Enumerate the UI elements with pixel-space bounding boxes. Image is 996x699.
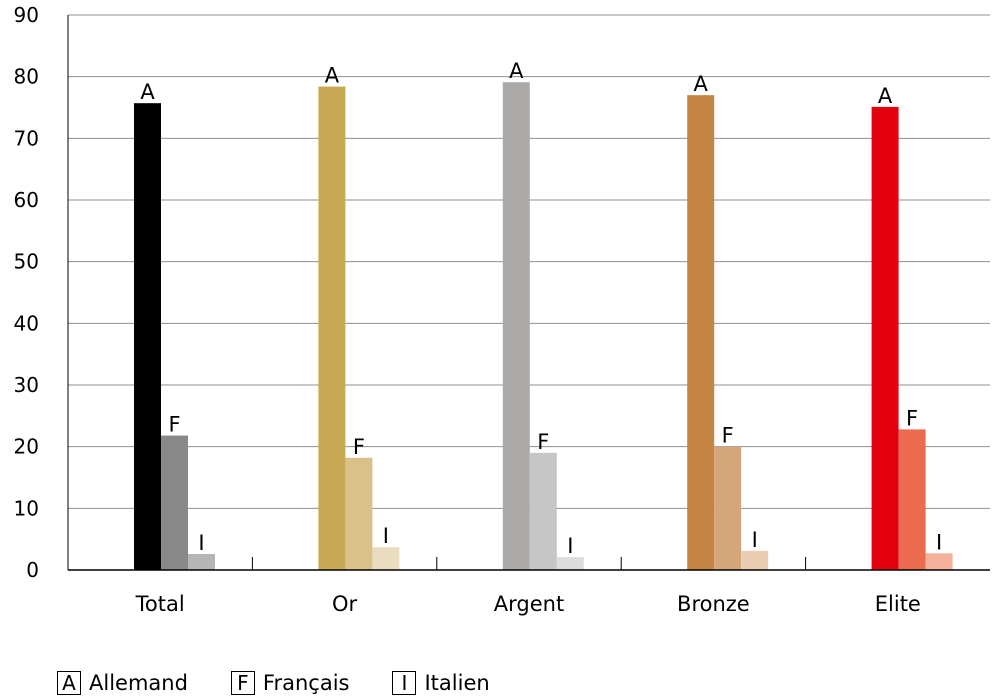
category-label: Or	[332, 592, 358, 616]
legend: A Allemand F Français I Italien	[57, 668, 533, 698]
bar-label: I	[198, 531, 204, 555]
bar-label: F	[168, 413, 180, 437]
category-label: Argent	[494, 592, 564, 616]
legend-item-italien: I Italien	[392, 671, 490, 695]
bar-total-f	[161, 435, 188, 570]
bar-bronze-a	[687, 95, 715, 571]
legend-key-f: F	[230, 671, 255, 695]
y-tick-label: 80	[14, 65, 39, 89]
bar-label: F	[722, 424, 734, 448]
y-axis-ticks: 0 10 20 30 40 50 60 70 80 90	[14, 3, 39, 582]
y-tick-label: 20	[14, 435, 39, 459]
bar-label: A	[509, 59, 524, 83]
bar-label: I	[383, 524, 389, 548]
legend-key-i: I	[392, 671, 417, 695]
bar-label: A	[878, 84, 893, 108]
y-tick-label: 30	[14, 373, 39, 397]
bar-label: F	[906, 406, 918, 430]
bar-argent-f	[529, 452, 557, 570]
bar-label: I	[567, 534, 573, 558]
bar-argent-i	[556, 557, 584, 570]
bars: A F I A F I A F I A F I A F I	[134, 59, 953, 571]
y-tick-label: 50	[14, 250, 39, 274]
bar-or-i	[372, 547, 400, 570]
bar-label: A	[325, 64, 340, 88]
category-label: Total	[135, 592, 185, 616]
x-axis: Total Or Argent Bronze Elite	[67, 15, 990, 616]
category-label: Elite	[875, 592, 921, 616]
bar-label: A	[694, 72, 709, 96]
bar-total-i	[188, 553, 215, 570]
y-tick-label: 0	[26, 558, 39, 582]
bar-total-a	[134, 103, 161, 570]
bar-label: I	[752, 528, 758, 552]
y-tick-label: 40	[14, 311, 39, 335]
bar-elite-f	[898, 429, 926, 570]
bar-label: I	[936, 530, 942, 554]
y-tick-label: 10	[14, 496, 39, 520]
bar-elite-i	[925, 553, 953, 570]
bar-label: F	[537, 430, 549, 454]
y-tick-label: 60	[14, 188, 39, 212]
category-label: Bronze	[677, 592, 750, 616]
bar-bronze-i	[741, 550, 769, 570]
bar-elite-a	[871, 106, 899, 570]
bar-label: A	[140, 80, 155, 104]
legend-label-francais: Français	[262, 671, 350, 695]
legend-label-italien: Italien	[424, 671, 490, 695]
bar-label: F	[353, 435, 365, 459]
legend-key-a: A	[57, 671, 81, 695]
legend-item-francais: F Français	[230, 671, 350, 695]
bar-or-f	[345, 457, 373, 570]
legend-item-allemand: A Allemand	[57, 671, 188, 695]
bar-argent-a	[502, 82, 530, 570]
y-tick-label: 90	[14, 3, 39, 27]
bar-or-a	[318, 86, 346, 571]
bar-bronze-f	[714, 446, 742, 570]
legend-label-allemand: Allemand	[89, 671, 188, 695]
y-tick-label: 70	[14, 126, 39, 150]
bar-chart: 0 10 20 30 40 50 60 70 80 90 A F I A F I A F I A F I A F I Tota…	[14, 3, 990, 616]
